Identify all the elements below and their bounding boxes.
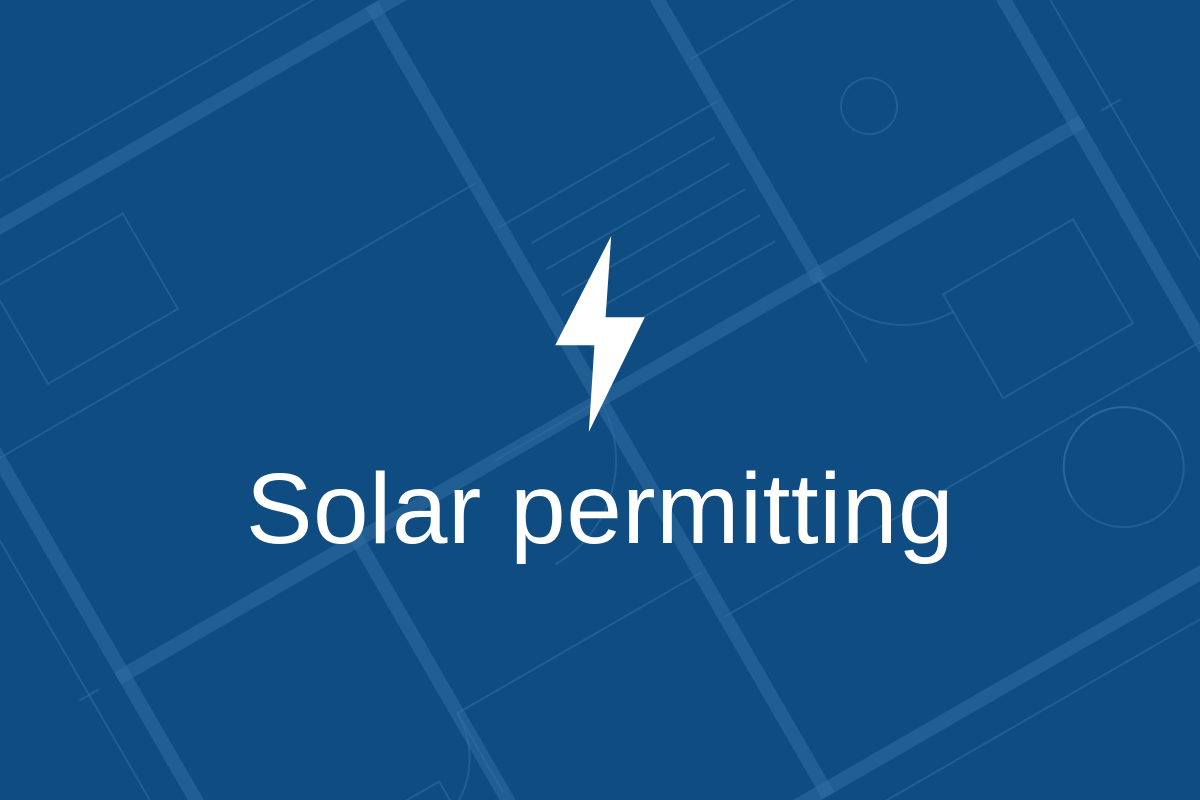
lightning-bolt-icon bbox=[530, 234, 670, 434]
hero-card: Solar permitting bbox=[0, 0, 1200, 800]
hero-title: Solar permitting bbox=[246, 452, 954, 567]
hero-content: Solar permitting bbox=[246, 234, 954, 567]
